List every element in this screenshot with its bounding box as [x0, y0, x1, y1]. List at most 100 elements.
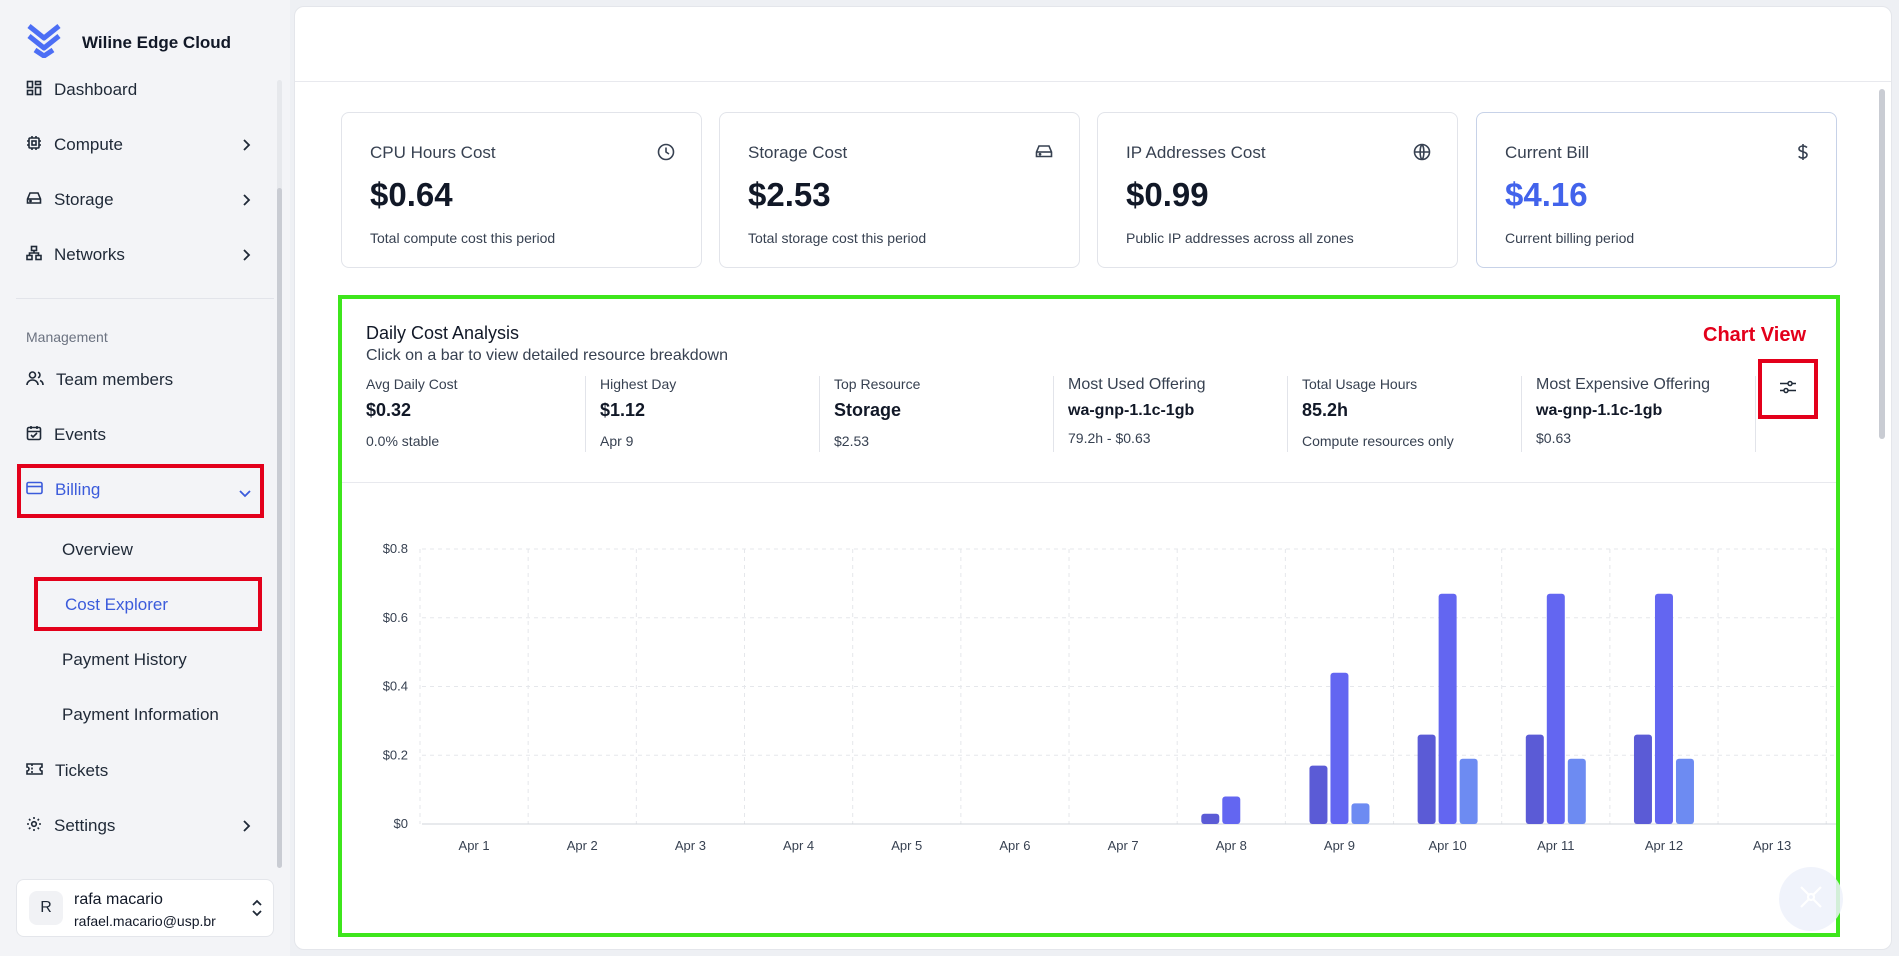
bar	[1330, 672, 1349, 824]
chevrons-up-down-icon	[251, 898, 263, 923]
sidebar-item-label: Networks	[54, 245, 125, 264]
sidebar-item-dashboard[interactable]: Dashboard	[26, 70, 258, 110]
card-storage-cost: Storage Cost $2.53 Total storage cost th…	[719, 112, 1080, 268]
stat-note: Compute resources only	[1302, 433, 1454, 449]
sidebar-item-compute[interactable]: Compute	[26, 125, 258, 165]
stat-label: Most Expensive Offering	[1536, 376, 1711, 393]
card-value: $0.64	[370, 176, 453, 213]
sidebar-item-team-members[interactable]: Team members	[26, 360, 258, 400]
stat-label: Total Usage Hours	[1302, 376, 1418, 392]
sidebar-scrollbar[interactable]	[277, 188, 282, 868]
sidebar-sub-payment-information[interactable]: Payment Information	[62, 705, 219, 724]
sidebar-sub-cost-explorer[interactable]: Cost Explorer	[65, 595, 168, 614]
main-panel: CPU Hours Cost $0.64 Total compute cost …	[294, 6, 1892, 950]
sidebar-item-settings[interactable]: Settings	[26, 806, 258, 846]
x-tick-label: Apr 5	[891, 838, 922, 853]
sidebar-item-events[interactable]: Events	[26, 415, 258, 455]
daily-cost-bar-chart: $0 $0.2 $0.4 $0.6 $0.8 Apr 1 Apr 2 Apr 3 Apr 4 Ap…	[383, 541, 1836, 853]
y-tick-label: $0	[394, 816, 408, 831]
sidebar-item-storage[interactable]: Storage	[26, 180, 258, 220]
x-tick-label: Apr 1	[459, 838, 490, 853]
x-tick-label: Apr 10	[1428, 838, 1466, 853]
sidebar-item-label: Team members	[56, 370, 174, 389]
card-subtitle: Current billing period	[1505, 230, 1635, 246]
bar	[1654, 593, 1673, 824]
bar	[1546, 593, 1565, 824]
card-title: Current Bill	[1505, 143, 1590, 162]
globe-icon	[1413, 143, 1431, 166]
x-tick-label: Apr 7	[1108, 838, 1139, 853]
stat-value: 85.2h	[1302, 400, 1349, 420]
network-icon	[26, 245, 42, 266]
stat-value: wa-gnp-1.1c-1gb	[1068, 402, 1195, 419]
bar	[1633, 734, 1652, 824]
brand[interactable]: Wiline Edge Cloud	[26, 22, 231, 63]
card-title: IP Addresses Cost	[1126, 143, 1266, 162]
user-menu[interactable]: R rafa macario rafael.macario@usp.br	[16, 879, 274, 937]
x-tick-label: Apr 13	[1753, 838, 1791, 853]
sidebar-item-label: Settings	[54, 816, 116, 835]
sidebar-item-label: Billing	[55, 480, 101, 499]
stat-highest-day: Highest Day $1.12 Apr 9	[600, 376, 833, 452]
bar	[1459, 758, 1478, 824]
sidebar-item-billing[interactable]: Billing	[26, 470, 258, 510]
chevron-down-icon	[238, 484, 252, 504]
stat-note: 0.0% stable	[366, 433, 440, 449]
stat-divider	[819, 376, 820, 452]
section-divider	[342, 482, 1836, 483]
sidebar-sub-payment-history[interactable]: Payment History	[62, 650, 187, 669]
sidebar-item-label: Compute	[54, 135, 123, 154]
x-tick-label: Apr 6	[999, 838, 1030, 853]
chart-view-button[interactable]	[1758, 359, 1818, 419]
x-tick-label: Apr 4	[783, 838, 814, 853]
user-email: rafael.macario@usp.br	[74, 913, 216, 929]
sidebar-divider	[16, 298, 274, 299]
sidebar-item-networks[interactable]: Networks	[26, 235, 258, 275]
brand-name: Wiline Edge Cloud	[82, 32, 232, 52]
stat-value: $0.32	[366, 400, 412, 420]
drive-icon	[26, 190, 42, 211]
y-tick-label: $0.2	[383, 747, 408, 762]
bar	[1567, 758, 1586, 824]
chevron-right-icon	[242, 192, 252, 212]
bar	[1351, 803, 1370, 824]
credit-card-icon	[26, 480, 43, 500]
users-icon	[26, 370, 44, 391]
card-title: Storage Cost	[748, 143, 848, 162]
sidebar: Wiline Edge Cloud Dashboard Compute Stor…	[0, 0, 290, 956]
analysis-title: Daily Cost Analysis	[366, 323, 520, 343]
chevron-right-icon	[242, 137, 252, 157]
dollar-icon	[1796, 143, 1810, 166]
sidebar-item-label: Dashboard	[54, 80, 138, 99]
bar	[1675, 758, 1694, 824]
highlight-cost-explorer	[34, 577, 262, 631]
stat-divider	[1755, 376, 1756, 452]
highlight-billing	[17, 464, 264, 518]
sidebar-item-label: Tickets	[55, 761, 109, 780]
card-subtitle: Public IP addresses across all zones	[1126, 230, 1354, 246]
y-tick-label: $0.6	[383, 610, 408, 625]
sidebar-sub-overview[interactable]: Overview	[62, 540, 133, 559]
sidebar-item-tickets[interactable]: Tickets	[26, 751, 258, 791]
daily-cost-analysis: Daily Cost Analysis Click on a bar to vi…	[338, 295, 1840, 937]
card-cpu-hours-cost: CPU Hours Cost $0.64 Total compute cost …	[341, 112, 702, 268]
stat-most-used-offering: Most Used Offering wa-gnp-1.1c-1gb 79.2h…	[1068, 376, 1301, 452]
sliders-icon	[1779, 380, 1797, 399]
stat-label: Avg Daily Cost	[366, 376, 458, 392]
x-tick-label: Apr 9	[1324, 838, 1355, 853]
x-tick-label: Apr 8	[1216, 838, 1247, 853]
y-tick-label: $0.8	[383, 541, 408, 556]
stat-note: 79.2h - $0.63	[1068, 430, 1151, 446]
avatar: R	[29, 891, 63, 925]
card-subtitle: Total compute cost this period	[370, 230, 556, 246]
bar	[1222, 796, 1241, 824]
main-scrollbar[interactable]	[1879, 89, 1885, 439]
stat-value: wa-gnp-1.1c-1gb	[1536, 402, 1663, 419]
card-value: $0.99	[1126, 176, 1209, 213]
card-subtitle: Total storage cost this period	[748, 230, 927, 246]
assistant-button[interactable]	[1779, 867, 1843, 931]
chevron-right-icon	[242, 247, 252, 267]
top-bar	[295, 7, 1891, 82]
stat-note: Apr 9	[600, 433, 634, 449]
y-tick-label: $0.4	[383, 679, 408, 694]
